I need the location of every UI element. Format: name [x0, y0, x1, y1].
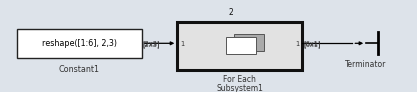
Text: Terminator: Terminator [345, 60, 387, 69]
Bar [226, 37, 256, 54]
Bar [234, 34, 264, 51]
Bar [177, 22, 302, 70]
Text: [6x1]: [6x1] [304, 40, 321, 47]
Text: 1: 1 [295, 41, 299, 47]
Text: 1: 1 [181, 41, 185, 47]
Text: 2: 2 [229, 8, 233, 17]
Bar [17, 29, 142, 58]
Text: reshape([1:6], 2,3): reshape([1:6], 2,3) [42, 39, 117, 48]
Text: Subsystem1: Subsystem1 [216, 84, 263, 92]
Text: Constant1: Constant1 [59, 65, 100, 74]
Text: [2x3]: [2x3] [143, 40, 160, 47]
Text: [2x3]: [2x3] [143, 41, 160, 48]
Text: For Each: For Each [224, 75, 256, 84]
Text: [6x1]: [6x1] [304, 41, 321, 48]
